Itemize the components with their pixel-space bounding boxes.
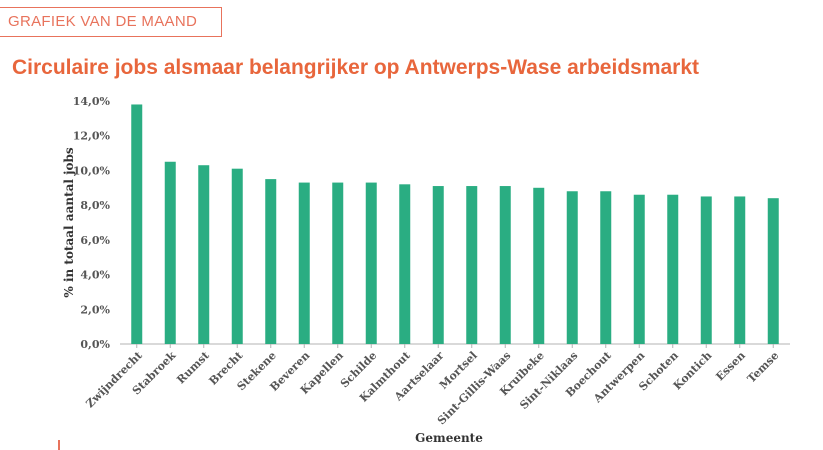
x-axis-title: Gemeente [415,431,483,445]
bar [734,196,746,344]
x-tick-label: Temse [745,349,782,386]
bar [432,186,444,344]
y-tick-label: 10,0% [73,164,111,177]
y-tick-label: 6,0% [80,234,110,247]
x-tick-label: Essen [713,349,747,383]
y-tick-label: 8,0% [80,199,110,212]
y-tick-label: 12,0% [73,130,111,143]
corner-mark [58,440,60,450]
bars [131,104,779,344]
bar [265,179,277,344]
bar [231,168,243,344]
x-tick-label: Sint-Niklaas [517,349,580,412]
bar [600,191,612,344]
bar [466,186,478,344]
bar [365,182,377,344]
bar [566,191,578,344]
x-tick-label: Zwijndrecht [83,348,145,410]
chart-title: Circulaire jobs alsmaar belangrijker op … [12,56,700,79]
bar [633,194,645,344]
bar [499,186,511,344]
y-tick-label: 2,0% [80,303,110,316]
y-tick-label: 0,0% [80,338,110,351]
bar [667,194,679,344]
bar [198,165,210,344]
section-tag: GRAFIEK VAN DE MAAND [0,7,222,37]
x-tick-label: Rumst [174,348,212,386]
bar [399,184,411,344]
bar [700,196,712,344]
bar [298,182,310,344]
y-axis-title: % in totaal aantal jobs [62,147,76,297]
bar [164,161,176,344]
bar [533,187,545,344]
y-tick-label: 14,0% [73,95,111,108]
y-tick-label: 4,0% [80,269,110,282]
bar [767,198,779,344]
bar [332,182,344,344]
y-axis: 0,0% 2,0% 4,0% 6,0% 8,0% 10,0% 12,0% 14,0% [73,95,111,351]
x-axis: ZwijndrechtStabroekRumstBrechtStekeneBev… [83,344,781,427]
bar [131,104,143,344]
